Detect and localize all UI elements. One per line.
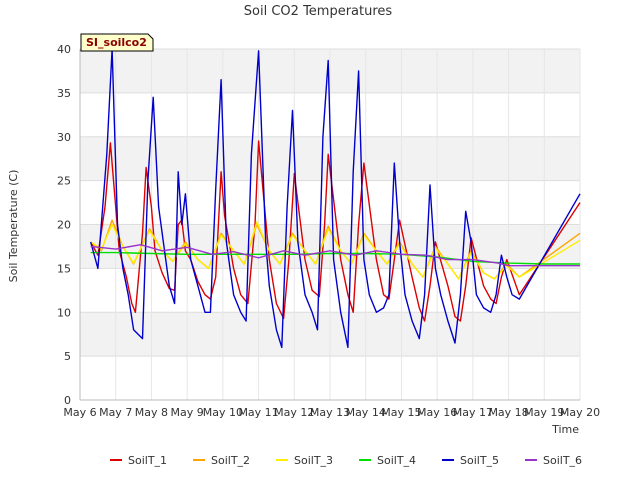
y-tick-label: 30: [57, 131, 71, 144]
x-axis-title: Time: [551, 423, 579, 436]
y-axis-title: Soil Temperature (C): [7, 170, 20, 283]
x-tick-label: May 15: [381, 406, 421, 419]
x-tick-label: May 13: [310, 406, 350, 419]
y-tick-label: 10: [57, 306, 71, 319]
y-tick-label: 35: [57, 87, 71, 100]
series-line-soilt-1: [90, 140, 581, 322]
legend-item-soilt-6: SoilT_6: [525, 454, 582, 467]
series-line-soilt-6: [90, 243, 580, 267]
legend-item-soilt-4: SoilT_4: [359, 454, 416, 467]
y-tick-label: 25: [57, 175, 71, 188]
x-tick-label: May 14: [346, 406, 386, 419]
x-tick-label: May 11: [238, 406, 278, 419]
series-line-soilt-5: [90, 48, 581, 349]
legend-item-soilt-1: SoilT_1: [110, 454, 167, 467]
x-tick-label: May 6: [63, 406, 96, 419]
legend-item-soilt-2: SoilT_2: [193, 454, 250, 467]
series-layer: [90, 48, 581, 349]
y-tick-label: 15: [57, 262, 71, 275]
x-tick-label: May 9: [171, 406, 204, 419]
chart-title: Soil CO2 Temperatures: [244, 4, 393, 19]
legend-label: SoilT_3: [294, 454, 333, 467]
y-tick-label: 5: [64, 350, 71, 363]
x-tick-label: May 20: [560, 406, 600, 419]
legend-label: SoilT_6: [543, 454, 582, 467]
y-tick-label: 20: [57, 219, 71, 232]
x-tick-label: May 19: [524, 406, 564, 419]
station-tag: SI_soilco2: [80, 33, 154, 52]
legend-label: SoilT_4: [377, 454, 416, 467]
legend-item-soilt-3: SoilT_3: [276, 454, 333, 467]
x-tick-label: May 16: [417, 406, 457, 419]
x-tick-label: May 17: [453, 406, 493, 419]
axes: [79, 49, 580, 401]
station-tag-box: [80, 33, 154, 52]
legend: SoilT_1 SoilT_2 SoilT_3 SoilT_4 SoilT_5 SoilT…: [110, 454, 582, 467]
series-line-soilt-3: [90, 221, 581, 280]
legend-item-soilt-5: SoilT_5: [442, 454, 499, 467]
x-tick-label: May 7: [99, 406, 132, 419]
legend-label: SoilT_2: [211, 454, 250, 467]
legend-label: SoilT_5: [460, 454, 499, 467]
y-tick-label: 0: [64, 394, 71, 407]
x-tick-label: May 18: [488, 406, 528, 419]
x-tick-label: May 10: [203, 406, 243, 419]
y-tick-label: 40: [57, 43, 71, 56]
x-tick-label: May 12: [274, 406, 314, 419]
legend-label: SoilT_1: [128, 454, 167, 467]
station-tag-label: SI_soilco2: [86, 36, 147, 49]
x-tick-label: May 8: [135, 406, 168, 419]
y-tick-labels: 0 5 10 15 20 25 30 35 40: [57, 43, 71, 407]
